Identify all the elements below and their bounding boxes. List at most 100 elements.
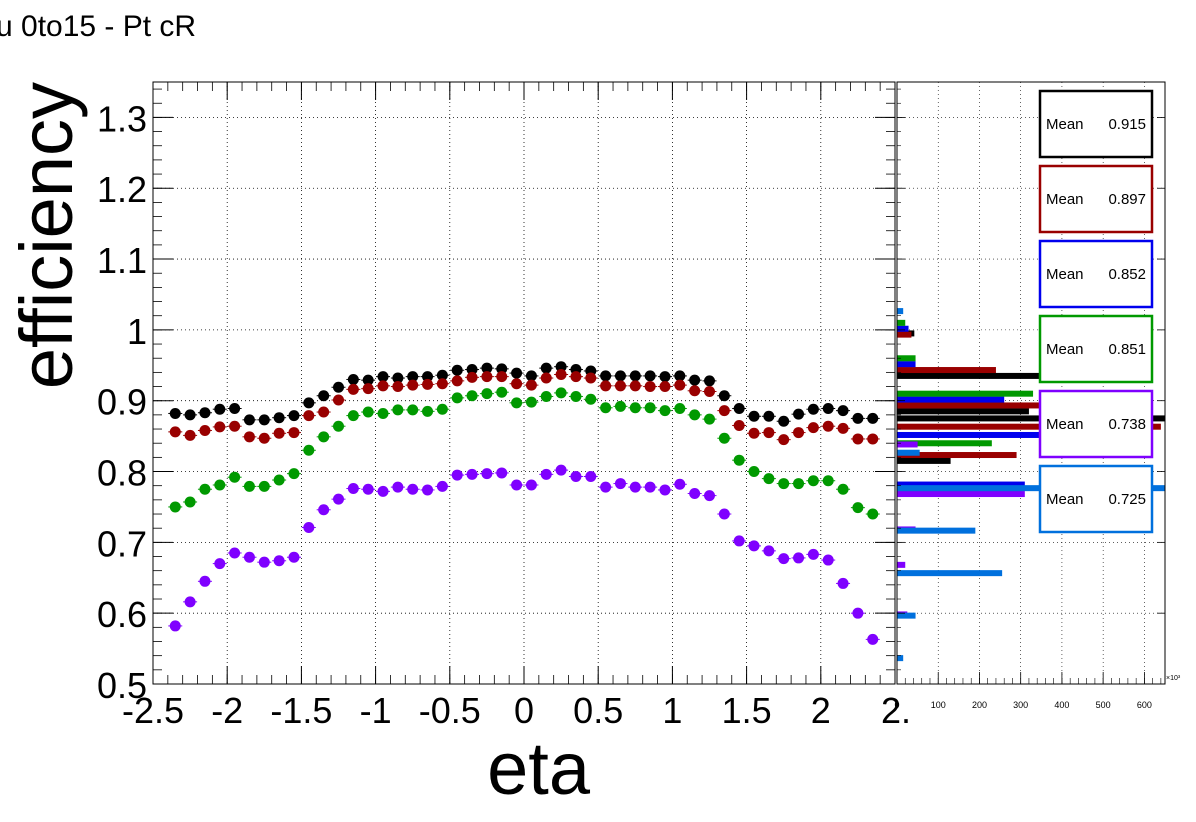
y-tick-label: 1 <box>127 311 147 352</box>
histogram-bar <box>897 441 918 448</box>
data-point <box>214 558 226 570</box>
data-point <box>704 385 715 397</box>
data-point <box>436 480 448 492</box>
stat-box <box>1038 239 1154 309</box>
data-point <box>748 540 760 552</box>
data-point <box>362 406 374 418</box>
data-point <box>570 371 582 383</box>
stat-mean-label: Mean <box>1046 116 1084 133</box>
data-point <box>451 375 463 387</box>
data-point <box>822 402 834 414</box>
x-axis-label: eta <box>487 727 591 810</box>
data-point <box>629 370 641 382</box>
data-point <box>555 369 567 381</box>
data-point <box>303 521 315 533</box>
data-point <box>199 407 211 419</box>
data-point <box>229 547 241 559</box>
data-point <box>347 383 359 395</box>
data-point <box>837 405 849 417</box>
side-frame <box>896 81 1166 685</box>
side-x-ticks: 0 100 200 300 400 500 600 <box>894 88 1165 710</box>
data-point <box>184 596 196 608</box>
data-point <box>600 380 612 392</box>
data-point <box>451 392 463 404</box>
data-point <box>377 485 389 497</box>
histogram-bar <box>897 415 1165 422</box>
data-point <box>852 412 864 424</box>
data-point <box>733 535 745 547</box>
stat-mean-value: 0.851 <box>1108 341 1146 358</box>
histogram-bar <box>897 390 1034 397</box>
data-point <box>614 478 626 490</box>
data-point <box>214 403 226 415</box>
data-point <box>837 577 849 589</box>
data-point <box>585 470 597 482</box>
data-point <box>511 397 523 409</box>
data-point <box>199 575 211 587</box>
histogram-bar <box>897 355 916 362</box>
data-point <box>718 390 730 402</box>
data-point <box>362 374 374 386</box>
histogram-bar <box>897 308 904 315</box>
data-point <box>407 371 419 383</box>
data-point <box>347 483 359 495</box>
stat-mean-value: 0.725 <box>1108 491 1146 508</box>
data-point <box>793 408 805 420</box>
data-point <box>333 420 344 432</box>
y-tick-label: 0.5 <box>97 665 147 706</box>
histogram-bar <box>897 440 992 447</box>
data-point <box>214 421 226 433</box>
data-point <box>689 487 701 499</box>
data-point <box>258 480 270 492</box>
y-tick-label: 0.9 <box>97 382 147 423</box>
data-point <box>392 372 404 384</box>
histogram-bar <box>897 527 976 534</box>
data-point <box>555 361 567 373</box>
data-point <box>614 400 626 412</box>
data-point <box>763 473 775 485</box>
x-tick-label: -2 <box>211 690 243 731</box>
stat-mean-label: Mean <box>1046 491 1084 508</box>
stat-box <box>1038 464 1154 534</box>
data-point <box>525 479 537 491</box>
data-point <box>451 364 463 376</box>
histogram-bar <box>897 452 1017 459</box>
data-point <box>867 433 879 445</box>
data-point <box>466 364 478 376</box>
data-point <box>525 370 537 382</box>
data-point <box>793 552 805 564</box>
data-point <box>659 381 671 393</box>
data-point <box>614 380 626 392</box>
data-point <box>867 508 879 520</box>
data-point <box>288 468 300 480</box>
side-x-exponent: ×10³ <box>1166 675 1181 682</box>
stat-mean-value: 0.915 <box>1108 116 1146 133</box>
data-point <box>689 385 701 397</box>
data-point <box>629 380 641 392</box>
side-x-tick-label: 500 <box>1096 700 1111 710</box>
histogram-bar <box>897 612 916 619</box>
data-point <box>867 412 879 424</box>
histogram-bar <box>897 372 1062 379</box>
data-point <box>466 371 478 383</box>
data-point <box>169 426 181 438</box>
data-point <box>303 410 315 422</box>
data-point <box>377 371 389 383</box>
data-point <box>778 415 790 427</box>
data-point <box>481 371 493 383</box>
data-point <box>422 371 434 383</box>
y-tick-label: 0.6 <box>97 594 147 635</box>
data-point <box>496 467 508 479</box>
data-point <box>822 475 834 487</box>
x-ticks: -2.5 -2 -1.5 -1 -0.5 0 0.5 1 1.5 2 2. <box>122 82 911 731</box>
stat-box <box>1038 164 1154 234</box>
side-x-tick-label: 400 <box>1054 700 1069 710</box>
data-point <box>362 483 374 495</box>
x-tick-label: -1 <box>360 690 392 731</box>
stat-box <box>1038 89 1154 159</box>
histogram-bar <box>897 481 1025 488</box>
data-point <box>481 468 493 480</box>
data-point <box>867 633 879 645</box>
stat-box <box>1038 314 1154 384</box>
data-point <box>229 420 241 432</box>
